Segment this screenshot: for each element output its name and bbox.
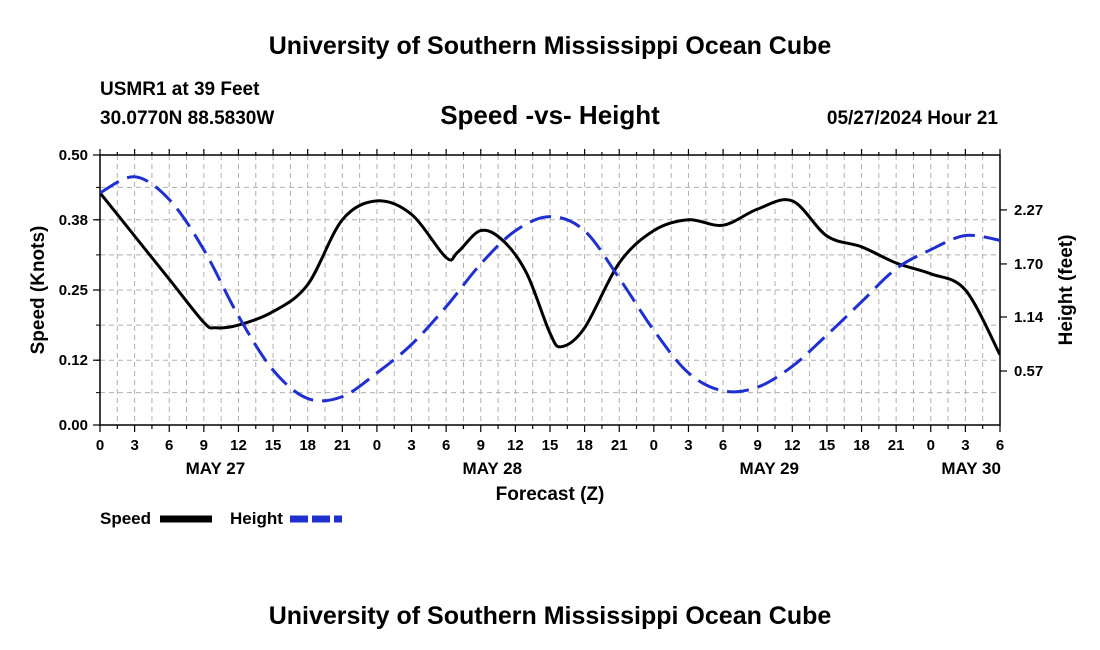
x-axis-title: Forecast (Z) [496, 484, 605, 505]
speed-series-line [100, 191, 1000, 356]
station-coordinates: 30.0770N 88.5830W [100, 108, 274, 129]
legend-height-label: Height [230, 509, 283, 528]
date-label: MAY 28 [463, 459, 523, 478]
x-tick-label: 3 [407, 437, 415, 454]
y-left-tick-label: 0.00 [59, 417, 88, 434]
x-tick-label: 18 [853, 437, 870, 454]
height-series-line [100, 175, 1000, 403]
x-tick-label: 3 [684, 437, 692, 454]
footer-title: University of Southern Mississippi Ocean… [269, 602, 832, 630]
legend-speed-label: Speed [100, 509, 151, 528]
date-label: MAY 27 [186, 459, 246, 478]
x-tick-label: 15 [819, 437, 836, 454]
x-tick-label: 0 [650, 437, 658, 454]
x-tick-label: 21 [611, 437, 628, 454]
x-tick-label: 6 [719, 437, 727, 454]
x-tick-label: 0 [373, 437, 381, 454]
x-tick-label: 0 [96, 437, 104, 454]
x-tick-label: 15 [265, 437, 282, 454]
x-tick-label: 6 [442, 437, 450, 454]
forecast-datetime: 05/27/2024 Hour 21 [827, 108, 999, 129]
date-label: MAY 29 [739, 459, 799, 478]
x-tick-label: 12 [230, 437, 247, 454]
y-left-tick-label: 0.38 [59, 212, 88, 229]
y-left-tick-label: 0.25 [59, 282, 88, 299]
x-tick-label: 12 [507, 437, 524, 454]
x-tick-label: 3 [130, 437, 138, 454]
x-tick-label: 12 [784, 437, 801, 454]
x-tick-label: 6 [996, 437, 1004, 454]
x-tick-label: 6 [165, 437, 173, 454]
page-title: University of Southern Mississippi Ocean… [269, 32, 832, 60]
x-tick-label: 9 [477, 437, 485, 454]
x-tick-label: 21 [888, 437, 905, 454]
x-tick-label: 18 [576, 437, 593, 454]
y-left-tick-label: 0.50 [59, 147, 88, 164]
x-tick-label: 21 [334, 437, 351, 454]
y-right-tick-label: 1.14 [1014, 309, 1044, 326]
y-right-tick-label: 2.27 [1014, 202, 1043, 219]
x-tick-label: 15 [542, 437, 559, 454]
y-right-tick-label: 1.70 [1014, 256, 1043, 273]
x-tick-label: 9 [200, 437, 208, 454]
station-label: USMR1 at 39 Feet [100, 79, 260, 100]
date-label: MAY 30 [941, 459, 1001, 478]
y-left-tick-label: 0.12 [59, 352, 88, 369]
x-tick-label: 9 [754, 437, 762, 454]
y-right-tick-label: 0.57 [1014, 363, 1043, 380]
x-tick-label: 0 [927, 437, 935, 454]
x-tick-label: 18 [299, 437, 316, 454]
y-right-axis-title: Height (feet) [1056, 235, 1077, 346]
y-left-axis-title: Speed (Knots) [28, 226, 49, 355]
chart-title: Speed -vs- Height [440, 100, 660, 130]
x-tick-label: 3 [961, 437, 969, 454]
